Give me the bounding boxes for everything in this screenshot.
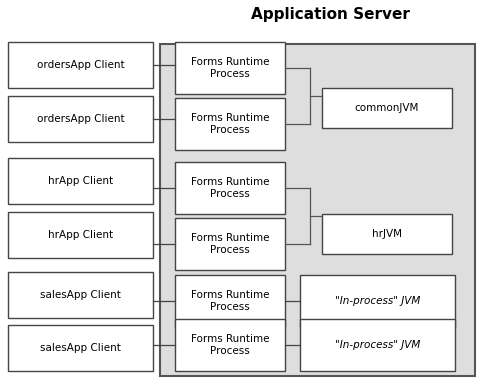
- Text: commonJVM: commonJVM: [354, 103, 418, 113]
- Text: Forms Runtime
Process: Forms Runtime Process: [190, 290, 269, 312]
- Text: ordersApp Client: ordersApp Client: [37, 114, 124, 124]
- Text: ordersApp Client: ordersApp Client: [37, 60, 124, 70]
- FancyBboxPatch shape: [175, 98, 285, 150]
- FancyBboxPatch shape: [175, 319, 285, 371]
- Text: Forms Runtime
Process: Forms Runtime Process: [190, 177, 269, 199]
- FancyBboxPatch shape: [160, 44, 474, 376]
- Text: "In-process" JVM: "In-process" JVM: [334, 296, 419, 306]
- Text: salesApp Client: salesApp Client: [40, 290, 121, 300]
- FancyBboxPatch shape: [175, 42, 285, 94]
- FancyBboxPatch shape: [300, 275, 454, 327]
- Text: Forms Runtime
Process: Forms Runtime Process: [190, 233, 269, 255]
- FancyBboxPatch shape: [175, 275, 285, 327]
- FancyBboxPatch shape: [8, 158, 152, 204]
- FancyBboxPatch shape: [175, 162, 285, 214]
- FancyBboxPatch shape: [175, 218, 285, 270]
- Text: Forms Runtime
Process: Forms Runtime Process: [190, 334, 269, 356]
- FancyBboxPatch shape: [8, 325, 152, 371]
- FancyBboxPatch shape: [300, 319, 454, 371]
- FancyBboxPatch shape: [8, 96, 152, 142]
- Text: hrJVM: hrJVM: [371, 229, 401, 239]
- Text: Forms Runtime
Process: Forms Runtime Process: [190, 113, 269, 135]
- FancyBboxPatch shape: [321, 214, 451, 254]
- Text: Application Server: Application Server: [250, 7, 408, 22]
- FancyBboxPatch shape: [8, 42, 152, 88]
- Text: hrApp Client: hrApp Client: [48, 230, 113, 240]
- FancyBboxPatch shape: [321, 88, 451, 128]
- Text: salesApp Client: salesApp Client: [40, 343, 121, 353]
- Text: Forms Runtime
Process: Forms Runtime Process: [190, 57, 269, 79]
- Text: "In-process" JVM: "In-process" JVM: [334, 340, 419, 350]
- Text: hrApp Client: hrApp Client: [48, 176, 113, 186]
- FancyBboxPatch shape: [8, 212, 152, 258]
- FancyBboxPatch shape: [8, 272, 152, 318]
